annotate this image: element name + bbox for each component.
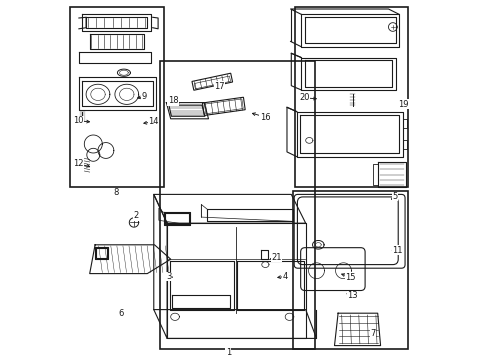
Text: 10: 10 <box>73 117 83 126</box>
Text: 8: 8 <box>113 188 119 197</box>
Text: 18: 18 <box>167 96 178 105</box>
Bar <box>194 76 230 89</box>
Text: 13: 13 <box>346 291 357 300</box>
Text: 9: 9 <box>141 92 146 101</box>
Bar <box>160 61 314 349</box>
Text: 5: 5 <box>391 192 397 201</box>
Text: 4: 4 <box>283 272 287 281</box>
Text: 15: 15 <box>345 273 355 282</box>
Text: 11: 11 <box>391 246 402 255</box>
Text: 12: 12 <box>73 159 83 168</box>
Text: 19: 19 <box>398 100 408 109</box>
Bar <box>292 191 407 349</box>
Text: 21: 21 <box>270 253 281 262</box>
Bar <box>192 73 232 90</box>
Bar <box>294 7 407 187</box>
Text: 14: 14 <box>148 117 159 126</box>
Bar <box>70 7 163 187</box>
Text: 6: 6 <box>119 310 124 319</box>
Text: 17: 17 <box>214 82 224 91</box>
Text: 16: 16 <box>259 112 270 122</box>
Text: 7: 7 <box>370 328 375 338</box>
Bar <box>202 97 244 116</box>
Text: 3: 3 <box>166 272 171 281</box>
Text: 2: 2 <box>134 211 139 220</box>
Text: 20: 20 <box>299 94 309 102</box>
Bar <box>204 99 243 114</box>
Text: 1: 1 <box>225 347 230 356</box>
